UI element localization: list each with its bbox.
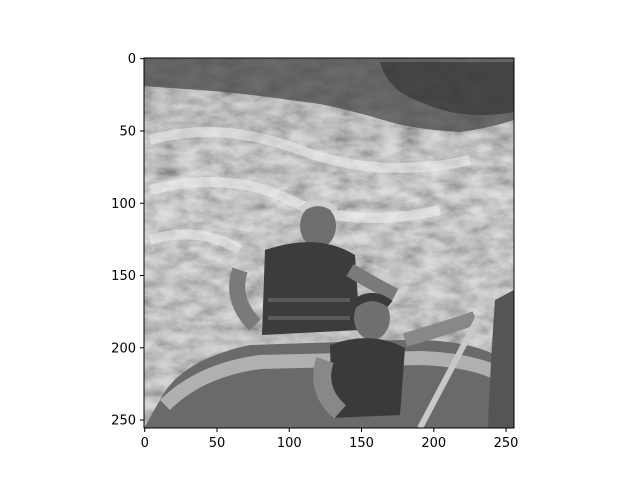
x-tick-label: 150: [349, 436, 374, 451]
paddle: [417, 316, 481, 428]
raft-tube: [160, 350, 514, 411]
y-tick-label: 150: [111, 269, 136, 284]
image-area: [144, 58, 514, 428]
y-axis: 0 50 100 150 200 250: [111, 52, 144, 429]
y-tick-label: 200: [111, 341, 136, 356]
y-tick-label: 250: [111, 414, 136, 429]
y-tick-label: 0: [128, 52, 136, 67]
rocks-shadow: [380, 62, 514, 115]
x-tick-label: 0: [141, 436, 149, 451]
foam-streaks: [148, 127, 472, 255]
y-tick-label: 50: [119, 124, 136, 139]
rafter-front: [313, 293, 478, 419]
x-tick-label: 200: [421, 436, 446, 451]
x-tick-label: 250: [494, 436, 519, 451]
rafter-right-edge: [488, 290, 514, 428]
y-tick-label: 100: [111, 197, 136, 212]
axes-frame: [143, 57, 515, 429]
x-tick-label: 100: [277, 436, 302, 451]
x-axis: 0 50 100 150 200 250: [141, 428, 519, 451]
x-tick-label: 50: [209, 436, 226, 451]
rafter-back: [229, 200, 399, 335]
